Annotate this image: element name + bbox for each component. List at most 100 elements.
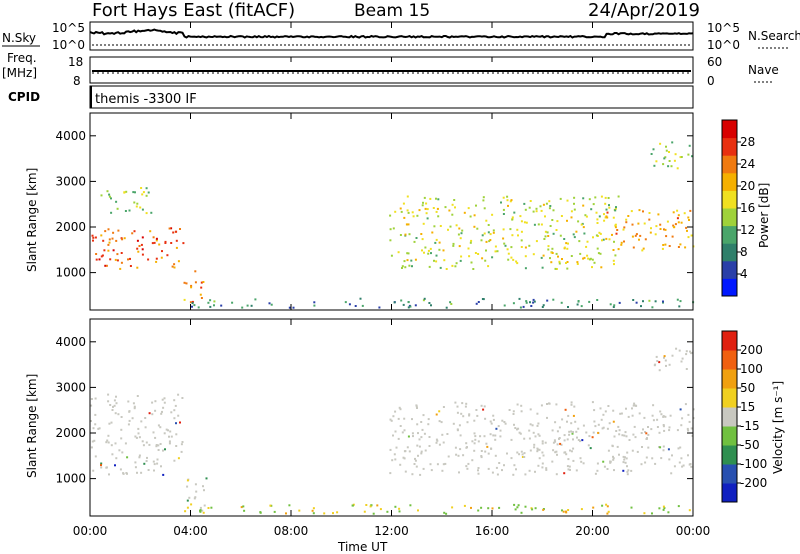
power-cell: [488, 240, 491, 243]
power-cell: [200, 297, 203, 299]
power-cell: [686, 229, 688, 232]
power-cell: [147, 191, 150, 194]
power-cell: [585, 215, 588, 218]
power-cell: [469, 241, 472, 244]
velocity-cell: [652, 404, 655, 407]
power-cell: [145, 187, 148, 190]
velocity-cell: [312, 512, 315, 515]
velocity-cell: [147, 469, 150, 471]
power-cell: [617, 195, 620, 198]
velocity-cell: [597, 423, 600, 426]
power-cell: [485, 249, 487, 252]
power-cell: [625, 218, 628, 221]
power-cell: [640, 305, 642, 308]
velocity-cell: [632, 404, 635, 407]
power-cell: [390, 254, 393, 257]
velocity-cell: [441, 469, 444, 472]
power-cell: [552, 209, 555, 212]
power-cell: [460, 255, 463, 258]
colorbar-segment: [722, 278, 737, 297]
velocity-cell: [515, 468, 517, 471]
power-cell: [642, 210, 644, 213]
velocity-cell: [181, 441, 184, 443]
power-cell: [467, 207, 470, 210]
power-cell: [586, 240, 589, 243]
velocity-cell: [92, 427, 95, 430]
power-cell: [407, 306, 410, 309]
power-cell: [631, 223, 634, 226]
cpid-label: CPID: [8, 90, 40, 104]
power-cell: [545, 202, 548, 205]
velocity-cell: [563, 434, 566, 437]
power-cell: [95, 258, 98, 261]
power-cell: [104, 264, 107, 267]
velocity-cell: [142, 444, 145, 447]
velocity-cell: [602, 426, 605, 429]
power-cell: [141, 208, 144, 211]
velocity-cell: [466, 421, 469, 424]
velocity-cell: [618, 433, 621, 436]
power-cell: [676, 298, 679, 301]
power-cell: [653, 164, 656, 167]
power-cell: [173, 263, 176, 266]
velocity-cell: [475, 409, 478, 411]
velocity-cell: [115, 395, 117, 398]
power-cell: [425, 202, 428, 205]
velocity-cell: [496, 473, 499, 476]
velocity-cell: [529, 408, 532, 411]
velocity-cell: [572, 438, 574, 441]
velocity-cell: [600, 418, 603, 421]
power-cell: [588, 198, 591, 201]
velocity-cell: [544, 441, 547, 444]
velocity-cell: [591, 401, 594, 404]
power-cell: [190, 286, 193, 289]
velocity-cell: [151, 401, 154, 404]
power-cell: [638, 238, 640, 241]
velocity-cell: [662, 445, 665, 448]
power-cell: [400, 210, 403, 213]
power-cell: [407, 252, 410, 255]
velocity-cell: [680, 424, 683, 427]
velocity-cell: [203, 489, 205, 492]
power-cell: [485, 219, 488, 222]
date-label: 24/Apr/2019: [588, 0, 700, 21]
power-cell: [670, 165, 673, 168]
power-cell: [424, 246, 427, 249]
velocity-cell: [127, 400, 130, 403]
power-cell: [428, 302, 431, 304]
velocity-cell: [489, 420, 492, 423]
velocity-cell: [94, 455, 97, 458]
velocity-cell: [592, 431, 595, 434]
power-cell: [596, 247, 599, 250]
power-cell: [576, 261, 579, 264]
velocity-cell: [612, 409, 615, 412]
power-cell: [481, 257, 484, 260]
velocity-cell: [494, 454, 497, 457]
velocity-cell: [430, 469, 433, 472]
velocity-cell: [538, 434, 541, 437]
power-cell: [600, 195, 603, 198]
power-cell: [524, 255, 527, 258]
power-cell: [120, 261, 123, 264]
velocity-cell: [417, 432, 419, 435]
velocity-cell: [591, 436, 594, 439]
velocity-cell: [668, 426, 671, 429]
power-cell: [565, 242, 568, 245]
power-cell: [578, 240, 581, 243]
velocity-cell: [332, 512, 334, 515]
power-cell: [606, 211, 609, 214]
power-cell: [511, 234, 514, 237]
velocity-cell: [110, 444, 113, 447]
velocity-cell: [626, 470, 629, 473]
velocity-cell: [419, 473, 422, 476]
velocity-cell: [160, 465, 162, 468]
velocity-cell: [506, 452, 508, 455]
velocity-cell: [125, 472, 128, 474]
velocity-cell: [482, 408, 485, 411]
power-cell: [606, 216, 609, 219]
velocity-cell: [597, 431, 600, 434]
power-cell: [136, 266, 139, 269]
velocity-cell: [645, 438, 648, 440]
power-cell: [566, 267, 569, 270]
power-cell: [392, 227, 395, 230]
